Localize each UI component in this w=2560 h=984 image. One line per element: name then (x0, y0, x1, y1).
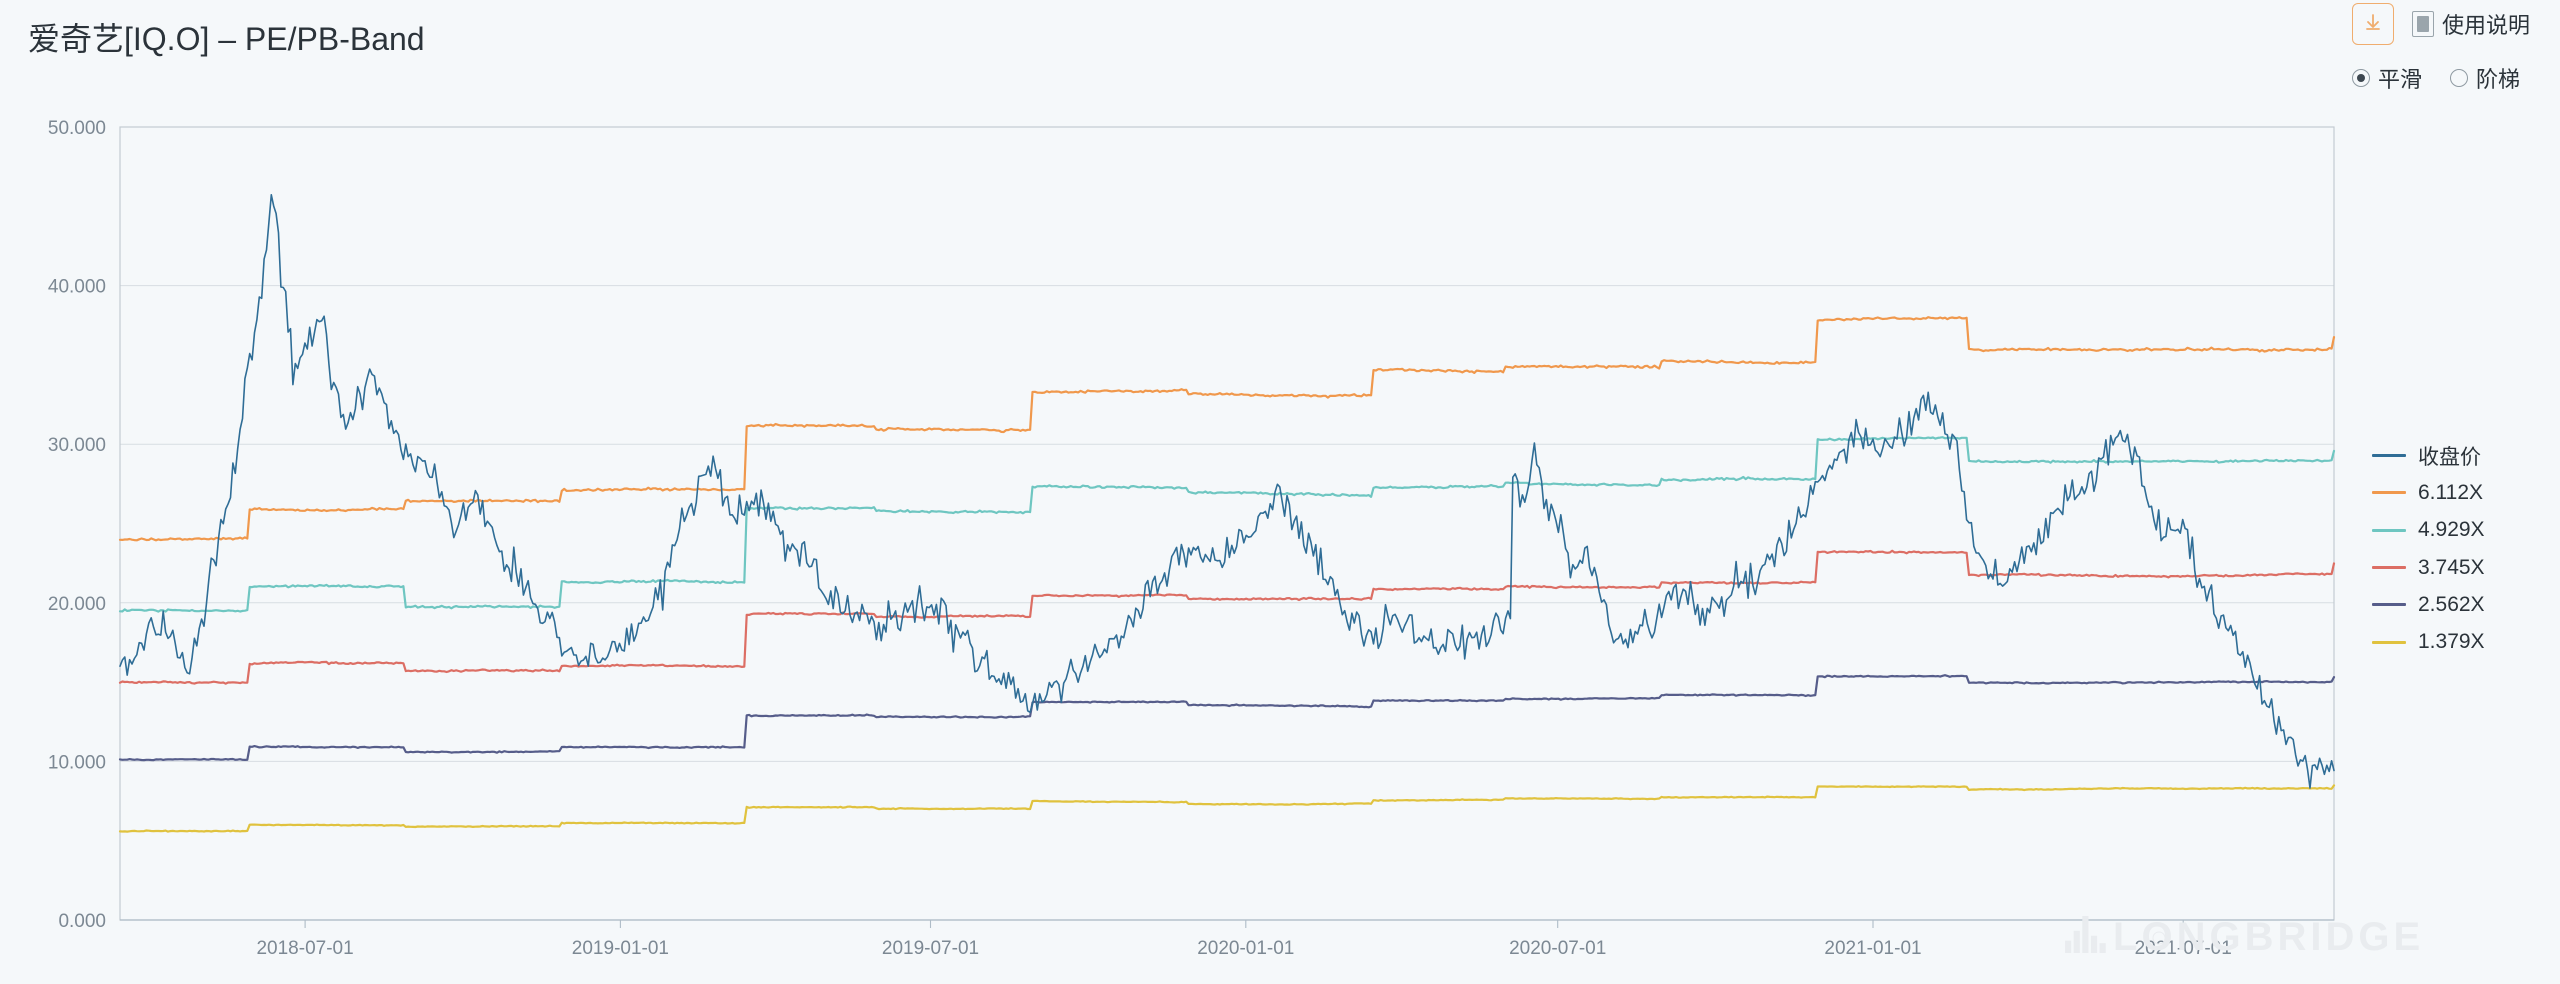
svg-text:20.000: 20.000 (48, 594, 106, 615)
svg-text:2019-07-01: 2019-07-01 (882, 938, 979, 959)
svg-text:40.000: 40.000 (48, 277, 106, 298)
svg-text:2018-07-01: 2018-07-01 (256, 938, 353, 959)
svg-text:50.000: 50.000 (48, 118, 106, 139)
svg-text:0.000: 0.000 (58, 911, 106, 932)
svg-text:10.000: 10.000 (48, 752, 106, 773)
svg-text:30.000: 30.000 (48, 435, 106, 456)
svg-text:2019-01-01: 2019-01-01 (572, 938, 669, 959)
svg-text:2020-07-01: 2020-07-01 (1509, 938, 1606, 959)
svg-text:2020-01-01: 2020-01-01 (1197, 938, 1294, 959)
svg-text:2021-01-01: 2021-01-01 (1824, 938, 1921, 959)
